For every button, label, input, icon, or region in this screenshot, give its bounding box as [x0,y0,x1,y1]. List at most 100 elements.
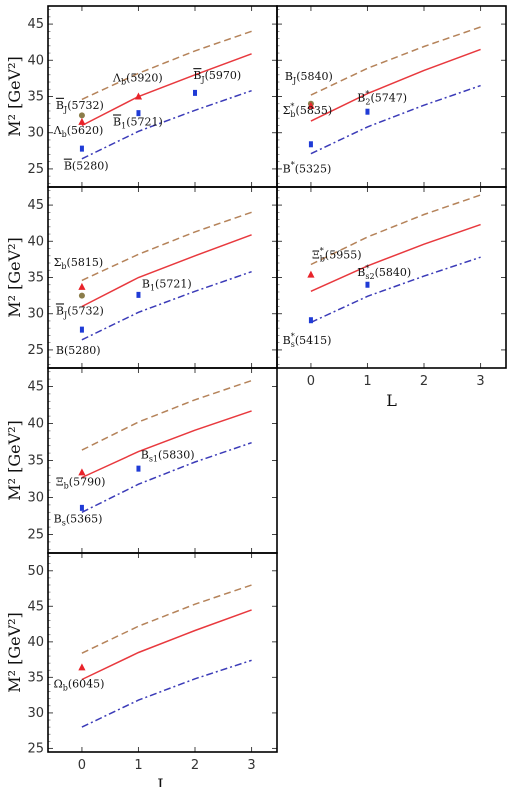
series-line-dashdot [310,256,481,324]
y-tick-label: 30 [27,126,44,141]
data-point-square [136,291,141,298]
x-tick-label: 2 [191,758,199,773]
state-label: B(5280) [56,344,101,357]
series-line-dashdot [81,89,252,160]
panel-frame [47,552,278,753]
x-tick-label: 0 [78,758,86,773]
y-tick-label: 30 [27,491,44,506]
y-axis-title: M² [GeV²] [5,237,24,318]
data-point-triangle [307,101,315,109]
y-axis-title: M² [GeV²] [5,612,24,693]
data-point-triangle [78,468,86,476]
y-tick-label: 30 [27,307,44,322]
state-label: Ξ* b(5955) [312,247,361,264]
y-tick-label: 40 [27,635,44,650]
panel-middle-right: 0 1 2 3 L Ξ* b(5955)B* s2(5840) B* s(5415) [276,186,507,410]
y-tick-label: 40 [27,234,44,249]
series-line-dashed [81,584,252,654]
data-point-square [193,89,198,96]
data-point-square [308,317,313,324]
y-tick-label: 45 [27,17,44,32]
series-line-dashdot [81,659,252,728]
panel-lower-left: 25 30 35 40 45 M² [GeV²] Ξb(5790) Bs1(5830) Bs(5… [5,367,278,554]
series-line-solid [81,410,252,479]
data-point-circle [78,112,85,119]
y-tick-label: 35 [27,670,44,685]
y-tick-label: 25 [27,162,44,177]
series-line-solid [310,48,481,122]
state-label: Bs1(5830) [141,448,195,463]
state-label: Σ* b(5835) [283,102,332,119]
panel-bottom-left: 25 30 35 40 45 50 0 1 2 3 M² [GeV²] L Ωb(6045) [5,552,278,787]
panel-top-left: 25 30 35 40 45 M² [GeV²] BJ(5732) Λb(5620) B(528… [5,5,278,188]
series-line-dashed [81,379,252,451]
state-label: Σb(5815) [54,256,103,271]
data-point-triangle [78,663,86,671]
state-label: B* s2(5840) [357,264,411,281]
data-point-triangle [78,117,86,125]
state-label: Λb(5620) [53,124,104,139]
state-label: BJ(5732) [56,99,104,114]
state-label: BJ(5732) [56,304,104,319]
panel-top-right: BJ(5840) Σ* b(5835) B* 2(5747) B*(5325) [276,5,507,188]
series-line-dashed [81,211,252,282]
y-tick-label: 25 [27,741,44,756]
y-tick-label: 50 [27,564,44,579]
state-label: B1(5721) [142,278,192,293]
y-tick-label: 35 [27,454,44,469]
data-point-triangle [78,282,86,290]
data-point-square [136,110,141,117]
state-label: B* s(5415) [283,332,332,349]
panel-frame [276,186,507,369]
state-label: BJ(5970) [193,69,241,84]
state-label: B(5280) [64,160,109,173]
y-tick-label: 40 [27,53,44,68]
x-tick-label: 3 [476,374,484,389]
y-tick-label: 40 [27,417,44,432]
state-label: B*(5325) [283,161,332,176]
y-axis-title: M² [GeV²] [5,420,24,501]
state-label: BJ(5840) [285,70,333,85]
panel-middle-left: 25 30 35 40 45 M² [GeV²] Σb(5815) BJ(5732) B1(57… [5,186,278,369]
data-point-square [79,145,84,152]
y-tick-label: 35 [27,271,44,286]
data-point-square [308,141,313,148]
y-tick-label: 35 [27,90,44,105]
state-label: B* 2(5747) [357,90,407,107]
data-point-square [79,326,84,333]
data-point-circle [78,292,85,299]
y-tick-label: 45 [27,198,44,213]
series-line-dashdot [81,270,252,341]
series-line-dashdot [310,84,481,155]
series-line-solid [81,609,252,681]
series-line-dashed [310,194,481,266]
data-point-triangle [134,92,143,100]
y-axis-title: M² [GeV²] [5,56,24,137]
x-tick-label: 2 [420,374,428,389]
y-tick-label: 45 [27,380,44,395]
state-label: Bs(5365) [54,513,103,528]
data-point-triangle [307,270,315,278]
data-point-square [365,281,370,288]
x-tick-label: 0 [307,374,315,389]
x-tick-label: 1 [134,758,142,773]
x-axis-title: L [386,391,397,410]
state-label: Ξb(5790) [56,476,105,491]
x-tick-label: 3 [247,758,255,773]
y-tick-label: 25 [27,528,44,543]
y-tick-label: 25 [27,343,44,358]
series-line-solid [81,53,252,127]
data-point-square [79,504,84,511]
x-tick-label: 1 [363,374,371,389]
data-point-square [136,465,141,472]
state-label: B1(5721) [113,115,163,130]
series-line-dashed [310,26,481,96]
y-tick-label: 45 [27,599,44,614]
state-label: Ωb(6045) [54,677,105,692]
state-label: Λb(5920) [112,71,163,86]
series-line-solid [310,223,481,292]
data-point-square [365,108,370,115]
y-tick-label: 30 [27,706,44,721]
x-axis-title: L [157,775,168,787]
